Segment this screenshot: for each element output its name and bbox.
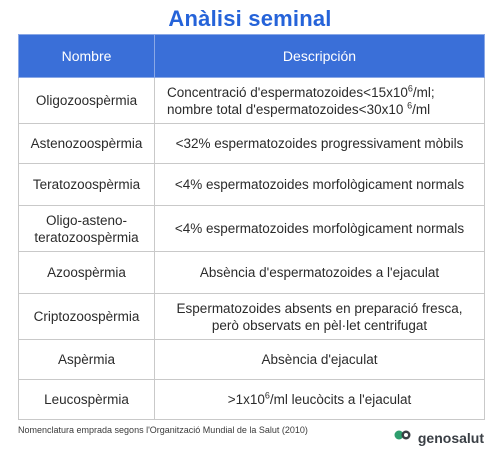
row-name: Teratozoospèrmia <box>18 163 155 206</box>
row-description: <32% espermatozoides progressivament mòb… <box>154 123 485 164</box>
table-row: Oligozoospèrmia Concentració d'espermato… <box>18 77 485 124</box>
table-row: Aspèrmia Absència d'ejaculat <box>18 339 485 380</box>
table-row: Criptozoospèrmia Espermatozoides absents… <box>18 293 485 340</box>
row-description: Concentració d'espermatozoides<15x106/ml… <box>154 77 485 124</box>
semen-analysis-table: Nombre Descripción Oligozoospèrmia Conce… <box>18 34 485 420</box>
brand-logo: genosalut <box>394 428 484 447</box>
row-description: >1x106/ml leucòcits a l'ejaculat <box>154 379 485 420</box>
row-name: Oligo-asteno-teratozoospèrmia <box>18 205 155 252</box>
row-name: Aspèrmia <box>18 339 155 380</box>
row-name: Criptozoospèrmia <box>18 293 155 340</box>
row-name: Azoospèrmia <box>18 251 155 294</box>
row-description: Absència d'ejaculat <box>154 339 485 380</box>
page-title: Anàlisi seminal <box>168 6 332 31</box>
genosalut-logo-icon <box>394 428 414 447</box>
row-name: Astenozoospèrmia <box>18 123 155 164</box>
row-name: Oligozoospèrmia <box>18 77 155 124</box>
table-row: Astenozoospèrmia <32% espermatozoides pr… <box>18 123 485 164</box>
table-row: Teratozoospèrmia <4% espermatozoides mor… <box>18 163 485 206</box>
footnote: Nomenclatura emprada segons l'Organitzac… <box>18 425 308 435</box>
table-header-row: Nombre Descripción <box>18 34 485 78</box>
row-description: Espermatozoides absents en preparació fr… <box>154 293 485 340</box>
row-description: <4% espermatozoides morfològicament norm… <box>154 205 485 252</box>
row-name: Leucospèrmia <box>18 379 155 420</box>
column-header-description: Descripción <box>154 34 485 78</box>
table-row: Leucospèrmia >1x106/ml leucòcits a l'eja… <box>18 379 485 420</box>
table-row: Azoospèrmia Absència d'espermatozoides a… <box>18 251 485 294</box>
row-description: Absència d'espermatozoides a l'ejaculat <box>154 251 485 294</box>
brand-name: genosalut <box>417 429 484 446</box>
table-row: Oligo-asteno-teratozoospèrmia <4% esperm… <box>18 205 485 252</box>
row-description: <4% espermatozoides morfològicament norm… <box>154 163 485 206</box>
column-header-name: Nombre <box>18 34 155 78</box>
